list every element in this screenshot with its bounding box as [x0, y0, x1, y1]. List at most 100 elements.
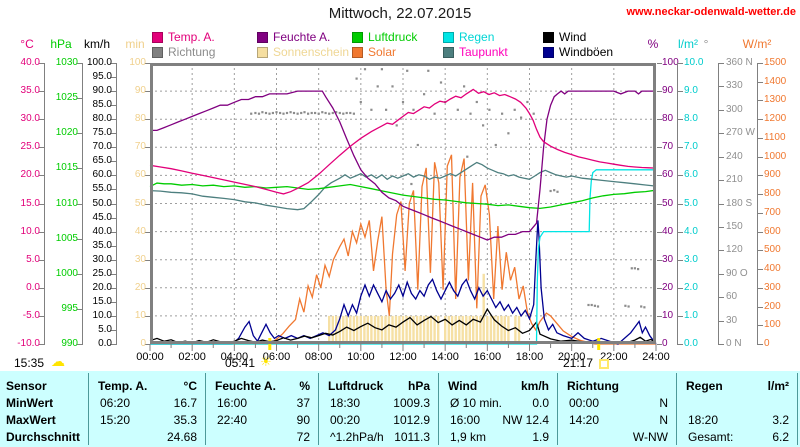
axis-tick [77, 204, 82, 205]
axis-tick [111, 63, 116, 64]
axis-tick-label: 360 N [726, 57, 753, 68]
axis-tick [39, 175, 44, 176]
axis-tick-label: 60 [134, 169, 146, 181]
axis-tick-label: 50 [662, 197, 674, 209]
legend-label-regen: Regen [459, 30, 495, 44]
series-richtung [250, 63, 646, 309]
axis-tick-label: 0 [662, 338, 668, 349]
axis-tick-label: 1.0 [684, 309, 698, 321]
axis-tick [657, 63, 662, 64]
axis-tick [758, 307, 763, 308]
axis-tick-label: 4.0 [684, 225, 698, 237]
axis-tick [657, 344, 662, 345]
axis-tick [758, 325, 763, 326]
legend-swatch-luftdruck [352, 31, 363, 43]
axis-tick-label: 1100 [764, 131, 786, 143]
table-cell-value: 1.9 [532, 430, 549, 444]
axis-tick [719, 274, 724, 275]
axis-tick [678, 175, 683, 176]
axis-tick-label: 240 [726, 150, 743, 162]
axis-tick-label: 2.0 [684, 281, 698, 293]
axis-tick-label: 15.0 [20, 197, 40, 209]
x-axis-label: 00:00 [136, 351, 164, 363]
chart-generated-time: 15:35 [14, 356, 45, 370]
legend-item-feuchte-a: Feuchte A. [257, 31, 330, 43]
axis-tick [111, 260, 116, 261]
axis-tick [77, 309, 82, 310]
axis-tick [719, 63, 724, 64]
axis-tick-label: 120 [726, 244, 743, 256]
sunrise-time: 05:41 [224, 356, 255, 370]
chart-plot-area [149, 63, 657, 354]
axis-unit-label-°C: °C [20, 37, 34, 51]
table-header-cell: Richtung [567, 379, 619, 393]
axis-tick [111, 161, 116, 162]
axis-line [757, 63, 758, 345]
axis-tick [719, 250, 724, 251]
table-row-label: Durchschnitt [6, 430, 81, 444]
axis-tick-label: 65.0 [92, 155, 112, 167]
axis-tick-label: 55.0 [92, 183, 112, 195]
axis-tick [111, 119, 116, 120]
axis-tick [145, 260, 150, 261]
axis-tick [77, 274, 82, 275]
axis-tick [111, 189, 116, 190]
axis-tick-label: 0 [764, 338, 770, 349]
axis-tick-label: 30 [134, 253, 146, 265]
axis-tick-label: 20 [134, 281, 146, 293]
axis-tick-label: 10.0 [20, 225, 40, 237]
series-luftdruck [149, 182, 657, 210]
axis-tick [111, 316, 116, 317]
table-cell-time: 14:20 [569, 413, 600, 427]
legend-swatch-wind [543, 31, 554, 43]
axis-unit-label-°: ° [703, 37, 709, 51]
axis-tick-label: 90 [662, 85, 674, 97]
axis-tick-label: 80 [134, 113, 146, 125]
axis-tick-label: 70 [134, 141, 146, 153]
axis-tick [758, 63, 763, 64]
weather-chart-svg [149, 63, 657, 351]
axis-tick [719, 344, 724, 345]
x-axis-label: 06:00 [262, 351, 291, 363]
axis-line [44, 63, 45, 345]
axis-tick-label: 600 [764, 225, 781, 237]
axis-tick-label: 1400 [764, 75, 787, 87]
table-cell-value: 6.2 [772, 430, 789, 444]
axis-line [116, 63, 117, 345]
axis-tick-label: 10.0 [92, 309, 112, 321]
axis-tick-label: 300 [726, 103, 743, 115]
axis-tick-label: 700 [764, 206, 781, 218]
axis-line [677, 63, 678, 345]
axis-tick-label: 330 [726, 80, 743, 92]
axis-tick-label: 60 [662, 169, 674, 181]
axis-tick [678, 147, 683, 148]
axis-tick [719, 227, 724, 228]
axis-tick [39, 63, 44, 64]
axis-tick [678, 204, 683, 205]
website-link[interactable]: www.neckar-odenwald-wetter.de [626, 6, 796, 18]
axis-tick-label: -5.0 [22, 309, 40, 321]
axis-tick-label: 500 [764, 244, 781, 256]
axis-tick-label: 75.0 [92, 127, 112, 139]
axis-tick-label: 1025 [55, 92, 78, 104]
axis-tick-label: 50 [134, 197, 146, 209]
axis-tick [678, 316, 683, 317]
x-axis-label: 20:00 [557, 351, 586, 363]
series-regen [150, 169, 656, 345]
axis-tick-label: 1020 [55, 127, 78, 139]
table-cell-time: 16:00 [217, 396, 248, 410]
legend-swatch-sonnenschein [257, 46, 268, 58]
table-cell-value: 1009.3 [393, 396, 430, 410]
legend-item-luftdruck: Luftdruck [352, 31, 417, 43]
axis-tick [758, 288, 763, 289]
axis-tick-label: 10 [134, 309, 146, 321]
table-cell-value: 90 [296, 413, 310, 427]
table-header-cell: Temp. A. [98, 379, 148, 393]
axis-tick-label: 1005 [55, 232, 78, 244]
axis-tick [719, 204, 724, 205]
axis-tick-label: 270 W [726, 127, 755, 139]
table-cell-time: 00:20 [330, 413, 361, 427]
axis-tick [145, 288, 150, 289]
table-row-label: MaxWert [6, 413, 56, 427]
